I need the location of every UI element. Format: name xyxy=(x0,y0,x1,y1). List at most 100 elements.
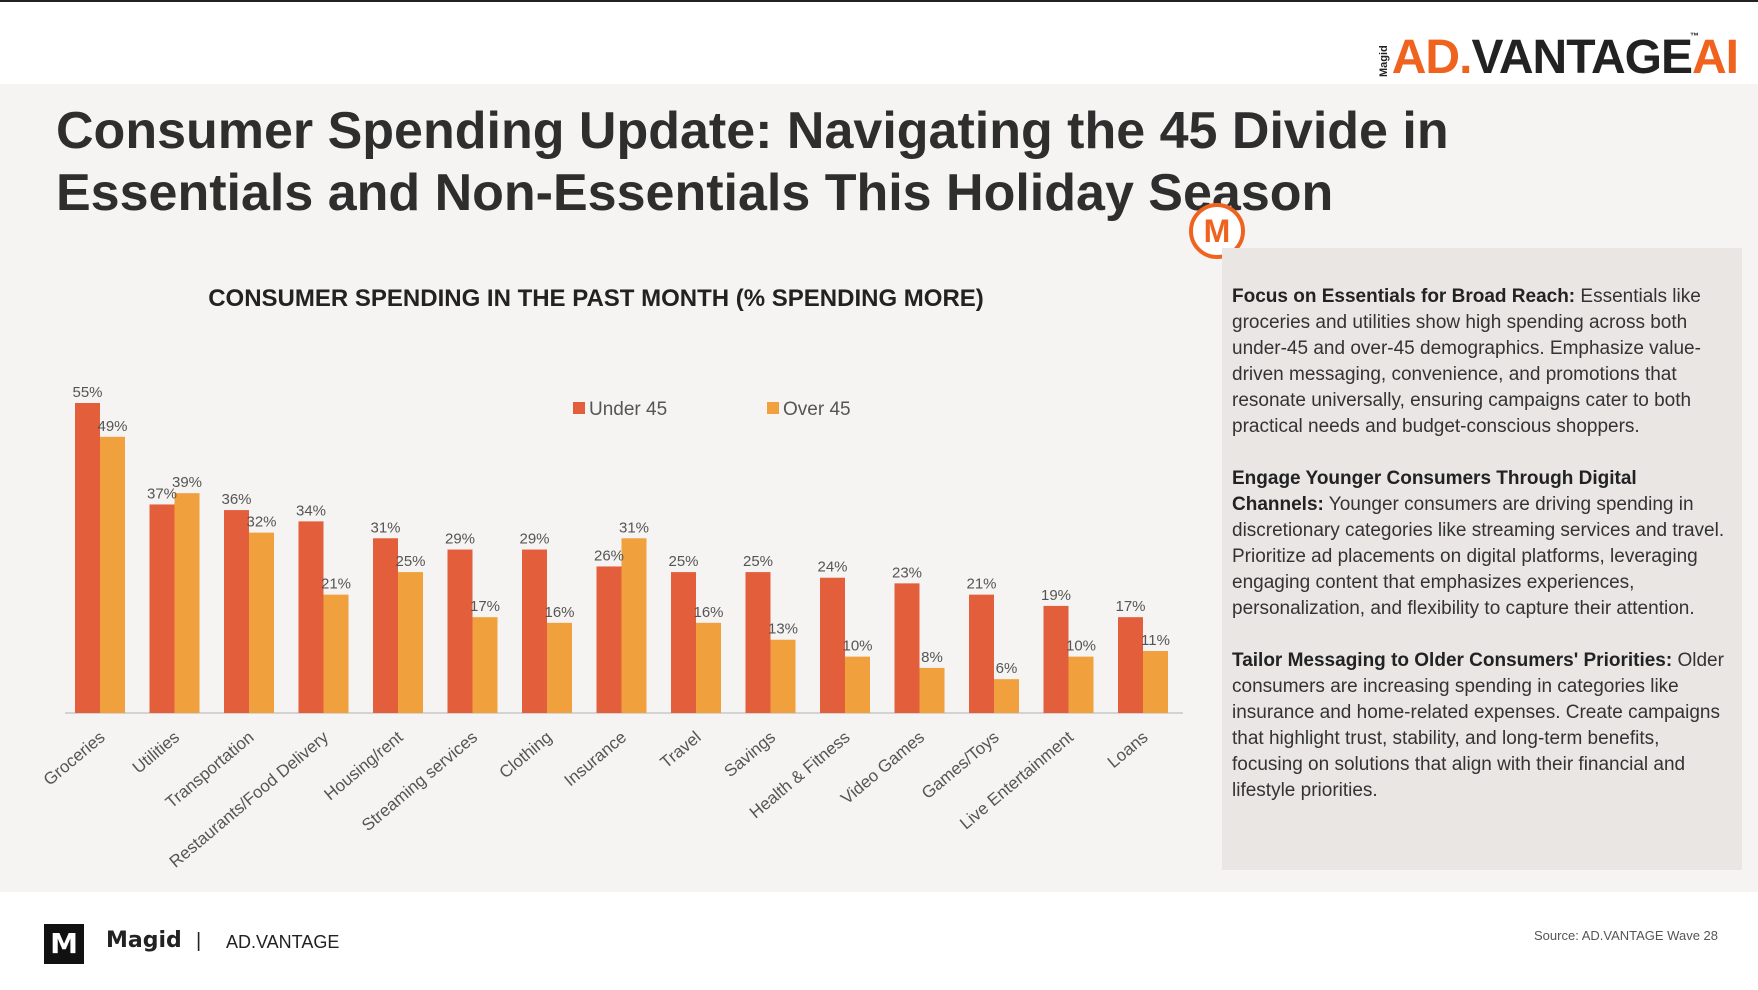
logo-ad: AD. xyxy=(1391,31,1473,84)
logo-trademark: ™ xyxy=(1690,31,1699,41)
advantage-ai-logo: Magid AD. VANTAGE ™ AI xyxy=(1377,28,1739,84)
data-label-over-45-clothing: 16% xyxy=(544,604,574,621)
x-tick-groceries: Groceries xyxy=(40,728,109,790)
data-label-over-45-games-toys: 6% xyxy=(996,660,1018,677)
x-tick-group: Groceries UtilitiesTransportationRestaura… xyxy=(40,727,1152,871)
legend-label-under-45: Under 45 xyxy=(589,399,667,420)
logo-ai-wrap: ™ AI xyxy=(1690,31,1739,84)
bar-over-45-insurance xyxy=(621,538,647,713)
data-label-under-45-savings: 25% xyxy=(743,553,773,570)
bar-over-45-restaurants-food-delivery xyxy=(323,594,349,713)
x-tick-clothing: Clothing xyxy=(496,728,556,783)
data-label-over-45-groceries: 49% xyxy=(97,418,127,435)
data-label-under-45-utilities: 37% xyxy=(147,485,177,502)
logo-magid-small: Magid xyxy=(1377,45,1390,77)
bar-under-45-transportation xyxy=(224,510,249,713)
chart-legend: Under 45 Over 45 xyxy=(573,399,851,420)
bar-over-45-loans xyxy=(1143,651,1168,713)
insight-heading: Engage Younger Consumers Through Digital… xyxy=(1232,468,1637,515)
badge-letter: M xyxy=(1204,213,1231,249)
spending-bar-chart: CONSUMER SPENDING IN THE PAST MONTH (% S… xyxy=(40,285,1183,871)
data-label-under-45-clothing: 29% xyxy=(519,531,549,548)
bar-under-45-housing-rent xyxy=(373,538,398,713)
footer: M Magid | AD.VANTAGE Source: AD.VANTAGE … xyxy=(0,892,1758,990)
data-label-under-45-groceries: 55% xyxy=(72,384,102,401)
x-tick-loans: Loans xyxy=(1104,728,1152,772)
footer-product: AD.VANTAGE xyxy=(226,932,340,952)
bar-over-45-streaming-services xyxy=(472,617,498,713)
bar-over-45-utilities xyxy=(174,493,200,713)
legend-label-over-45: Over 45 xyxy=(783,399,851,420)
source-note: Source: AD.VANTAGE Wave 28 xyxy=(1534,928,1718,943)
insight-essentials: Focus on Essentials for Broad Reach: Ess… xyxy=(1232,284,1732,440)
bar-under-45-loans xyxy=(1118,617,1143,713)
bar-over-45-groceries xyxy=(100,436,125,713)
insight-heading: Focus on Essentials for Broad Reach: xyxy=(1232,286,1576,307)
x-tick-utilities: Utilities xyxy=(129,728,183,778)
top-rule xyxy=(0,0,1758,2)
legend-swatch-under-45 xyxy=(573,402,585,414)
insight-body: Older consumers are increasing spending … xyxy=(1232,650,1724,801)
data-label-over-45-live-entertainment: 10% xyxy=(1066,638,1096,655)
bar-over-45-health-fitness xyxy=(845,656,870,713)
insights-panel: Focus on Essentials for Broad Reach: Ess… xyxy=(1222,248,1742,870)
data-label-under-45-insurance: 26% xyxy=(594,547,624,564)
x-tick-insurance: Insurance xyxy=(561,728,630,791)
bar-group xyxy=(75,403,1168,713)
data-label-under-45-loans: 17% xyxy=(1115,598,1145,615)
data-label-over-45-transportation: 32% xyxy=(246,514,276,531)
x-tick-travel: Travel xyxy=(657,728,705,773)
data-label-under-45-live-entertainment: 19% xyxy=(1041,587,1071,604)
insight-body: Younger consumers are driving spending i… xyxy=(1232,494,1725,619)
bar-over-45-travel xyxy=(696,622,721,713)
bar-under-45-streaming-services xyxy=(447,549,473,713)
bar-under-45-games-toys xyxy=(969,594,994,713)
footer-separator: | xyxy=(196,930,202,952)
bar-over-45-games-toys xyxy=(994,679,1019,713)
insight-older: Tailor Messaging to Older Consumers' Pri… xyxy=(1232,648,1732,804)
bar-over-45-transportation xyxy=(249,532,274,713)
bar-over-45-video-games xyxy=(919,667,945,713)
data-label-under-45-travel: 25% xyxy=(668,553,698,570)
bar-under-45-video-games xyxy=(894,583,920,713)
data-label-under-45-housing-rent: 31% xyxy=(370,519,400,536)
data-label-over-45-loans: 11% xyxy=(1141,632,1170,649)
page-title: Consumer Spending Update: Navigating the… xyxy=(56,102,1449,222)
bar-under-45-groceries xyxy=(75,403,100,713)
data-label-under-45-streaming-services: 29% xyxy=(445,531,475,548)
data-label-over-45-travel: 16% xyxy=(693,604,723,621)
bar-under-45-live-entertainment xyxy=(1043,605,1069,713)
bar-under-45-insurance xyxy=(596,566,622,713)
chart-title: CONSUMER SPENDING IN THE PAST MONTH (% S… xyxy=(208,285,984,312)
data-label-over-45-health-fitness: 10% xyxy=(842,638,872,655)
bar-under-45-restaurants-food-delivery xyxy=(298,521,324,713)
bar-under-45-savings xyxy=(745,572,771,713)
data-label-under-45-restaurants-food-delivery: 34% xyxy=(296,502,326,519)
insight-younger: Engage Younger Consumers Through Digital… xyxy=(1232,466,1732,622)
logo-vantage: VANTAGE xyxy=(1471,31,1693,84)
data-label-group: 55% 49% 37%39% 36% 32% 34% 21% 31% 25% 29% 17% 29% 1… xyxy=(72,384,1169,677)
data-label-under-45-transportation: 36% xyxy=(221,491,251,508)
data-label-under-45-health-fitness: 24% xyxy=(817,559,847,576)
x-tick-savings: Savings xyxy=(721,728,780,781)
data-label-under-45-video-games: 23% xyxy=(892,564,922,581)
data-label-over-45-streaming-services: 17% xyxy=(470,598,500,615)
insight-heading: Tailor Messaging to Older Consumers' Pri… xyxy=(1232,650,1673,671)
magid-logo-icon: M xyxy=(44,924,84,964)
data-label-over-45-savings: 13% xyxy=(768,621,798,638)
legend-swatch-over-45 xyxy=(767,402,779,414)
m-chat-badge-icon: M xyxy=(1189,203,1245,262)
data-label-over-45-video-games: 8% xyxy=(921,649,943,666)
data-label-over-45-utilities: 39% xyxy=(172,474,202,491)
data-label-under-45-games-toys: 21% xyxy=(966,576,996,593)
footer-brand: Magid xyxy=(106,928,182,953)
bar-over-45-savings xyxy=(770,639,796,713)
bar-over-45-clothing xyxy=(547,622,572,713)
bar-under-45-clothing xyxy=(522,549,547,713)
data-label-over-45-housing-rent: 25% xyxy=(395,553,425,570)
bar-over-45-live-entertainment xyxy=(1068,656,1094,713)
data-label-over-45-insurance: 31% xyxy=(619,519,649,536)
logo-ai: AI xyxy=(1692,31,1739,84)
bar-under-45-health-fitness xyxy=(820,577,845,713)
insight-body: Essentials like groceries and utilities … xyxy=(1232,286,1701,437)
